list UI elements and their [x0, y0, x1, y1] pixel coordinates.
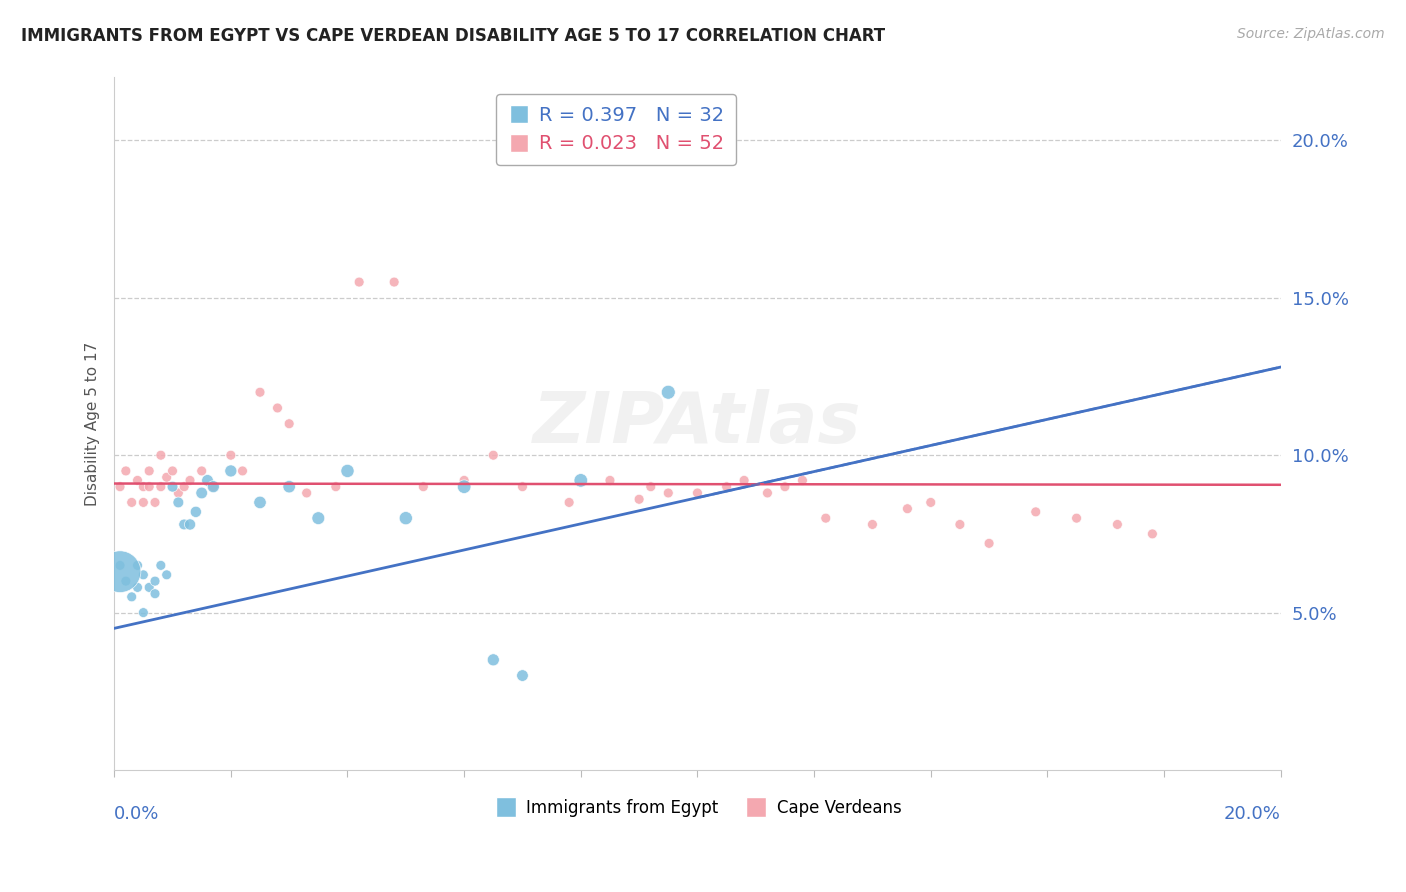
Point [628, 492, 651, 507]
Point [121, 590, 143, 604]
Point [1107, 517, 1129, 532]
Point [156, 567, 179, 582]
Point [127, 558, 149, 573]
Point [173, 480, 195, 494]
Point [453, 480, 475, 494]
Point [862, 517, 884, 532]
Point [482, 653, 505, 667]
Point [278, 480, 301, 494]
Point [231, 464, 253, 478]
Point [512, 480, 534, 494]
Point [108, 565, 131, 579]
Point [382, 275, 405, 289]
Point [132, 480, 155, 494]
Point [190, 464, 212, 478]
Point [108, 558, 131, 573]
Point [138, 464, 160, 478]
Legend: Immigrants from Egypt, Cape Verdeans: Immigrants from Egypt, Cape Verdeans [486, 793, 908, 824]
Point [202, 480, 225, 494]
Point [197, 474, 219, 488]
Point [162, 464, 184, 478]
Point [814, 511, 837, 525]
Point [792, 474, 814, 488]
Point [278, 417, 301, 431]
Text: ZIPAtlas: ZIPAtlas [533, 389, 862, 458]
Point [143, 587, 166, 601]
Point [132, 606, 155, 620]
Point [115, 464, 138, 478]
Point [143, 574, 166, 588]
Point [132, 567, 155, 582]
Point [336, 464, 359, 478]
Text: 0.0%: 0.0% [114, 805, 159, 822]
Point [266, 401, 288, 415]
Point [920, 495, 942, 509]
Point [202, 480, 225, 494]
Point [179, 474, 201, 488]
Point [347, 275, 370, 289]
Point [453, 474, 475, 488]
Point [657, 486, 679, 500]
Point [108, 480, 131, 494]
Point [716, 480, 738, 494]
Point [1066, 511, 1088, 525]
Point [115, 574, 138, 588]
Point [1025, 505, 1047, 519]
Point [184, 505, 207, 519]
Point [686, 486, 709, 500]
Point [295, 486, 318, 500]
Point [179, 517, 201, 532]
Point [733, 474, 755, 488]
Point [395, 511, 418, 525]
Point [657, 385, 679, 400]
Point [512, 668, 534, 682]
Text: IMMIGRANTS FROM EGYPT VS CAPE VERDEAN DISABILITY AGE 5 TO 17 CORRELATION CHART: IMMIGRANTS FROM EGYPT VS CAPE VERDEAN DI… [21, 27, 886, 45]
Point [149, 448, 172, 462]
Point [149, 480, 172, 494]
Point [143, 495, 166, 509]
Point [167, 486, 190, 500]
Point [482, 448, 505, 462]
Point [412, 480, 434, 494]
Point [121, 495, 143, 509]
Point [173, 517, 195, 532]
Point [138, 480, 160, 494]
Point [156, 470, 179, 484]
Point [325, 480, 347, 494]
Point [132, 495, 155, 509]
Point [249, 385, 271, 400]
Point [190, 486, 212, 500]
Point [307, 511, 329, 525]
Point [167, 495, 190, 509]
Point [1142, 527, 1164, 541]
Point [756, 486, 779, 500]
Text: Source: ZipAtlas.com: Source: ZipAtlas.com [1237, 27, 1385, 41]
Text: 20.0%: 20.0% [1223, 805, 1281, 822]
Point [219, 464, 242, 478]
Point [773, 480, 796, 494]
Point [896, 501, 918, 516]
Point [138, 581, 160, 595]
Point [558, 495, 581, 509]
Y-axis label: Disability Age 5 to 17: Disability Age 5 to 17 [86, 342, 100, 506]
Point [249, 495, 271, 509]
Point [569, 474, 592, 488]
Point [949, 517, 972, 532]
Point [149, 558, 172, 573]
Point [219, 448, 242, 462]
Point [977, 536, 1000, 550]
Point [599, 474, 621, 488]
Point [127, 474, 149, 488]
Point [127, 581, 149, 595]
Point [640, 480, 662, 494]
Point [162, 480, 184, 494]
